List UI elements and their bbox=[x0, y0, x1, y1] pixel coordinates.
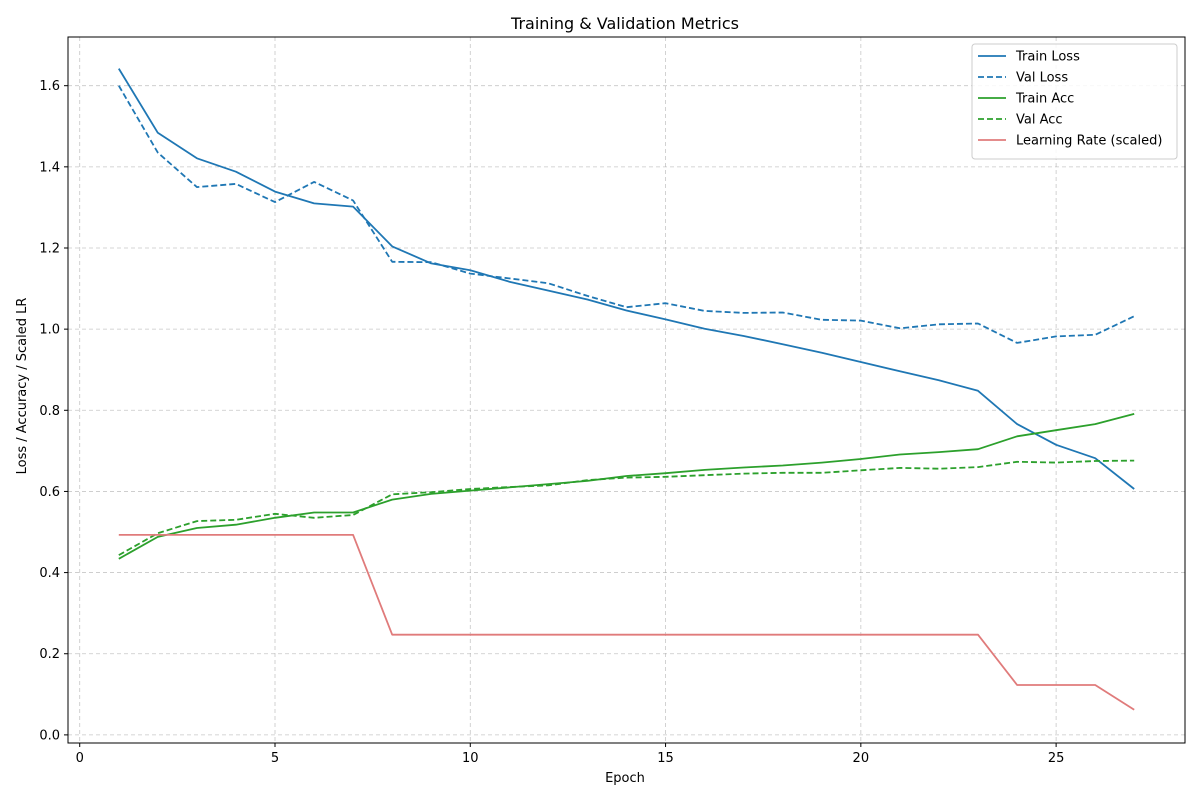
series-line-val-loss bbox=[118, 85, 1135, 344]
legend: Train Loss Val Loss Train Acc Val Acc Learni… bbox=[971, 43, 1178, 160]
plot-frame bbox=[67, 36, 1186, 744]
x-tick-label: 0 bbox=[76, 751, 84, 766]
x-tick-label: 15 bbox=[657, 751, 674, 766]
x-tick-label: 20 bbox=[853, 751, 870, 766]
series-line-val-acc bbox=[118, 459, 1135, 556]
grid bbox=[68, 37, 1185, 743]
legend-label: Train Loss bbox=[1015, 50, 1080, 65]
y-tick-label: 1.6 bbox=[39, 79, 60, 94]
legend-label: Learning Rate (scaled) bbox=[1016, 134, 1162, 149]
y-tick-label: 0.4 bbox=[39, 566, 60, 581]
y-tick-label: 0.6 bbox=[39, 485, 60, 500]
y-tick-label: 0.0 bbox=[39, 728, 60, 743]
chart-title: Training & Validation Metrics bbox=[510, 14, 739, 33]
x-tick-label: 25 bbox=[1048, 751, 1065, 766]
y-axis-title: Loss / Accuracy / Scaled LR bbox=[15, 298, 30, 475]
series-lines bbox=[118, 68, 1135, 711]
series-line-learning-rate-scaled bbox=[118, 534, 1135, 711]
y-tick-label: 1.2 bbox=[39, 241, 60, 256]
legend-box bbox=[971, 43, 1178, 160]
y-tick-label: 0.8 bbox=[39, 404, 60, 419]
y-tick-label: 0.2 bbox=[39, 647, 60, 662]
legend-label: Val Acc bbox=[1016, 113, 1063, 128]
x-tick-label: 5 bbox=[271, 751, 279, 766]
x-tick-label: 10 bbox=[462, 751, 479, 766]
series-line-train-acc bbox=[118, 413, 1135, 560]
legend-label: Train Acc bbox=[1015, 92, 1074, 107]
y-tick-label: 1.0 bbox=[39, 323, 60, 338]
legend-label: Val Loss bbox=[1016, 71, 1068, 86]
x-axis-title: Epoch bbox=[605, 771, 645, 786]
y-tick-label: 1.4 bbox=[39, 160, 60, 175]
axis-ticks: 0 5 10 15 20 25 0.0 0.2 0.4 0.6 0.8 1.0 1.2 1.4 1.6 bbox=[39, 79, 1064, 766]
